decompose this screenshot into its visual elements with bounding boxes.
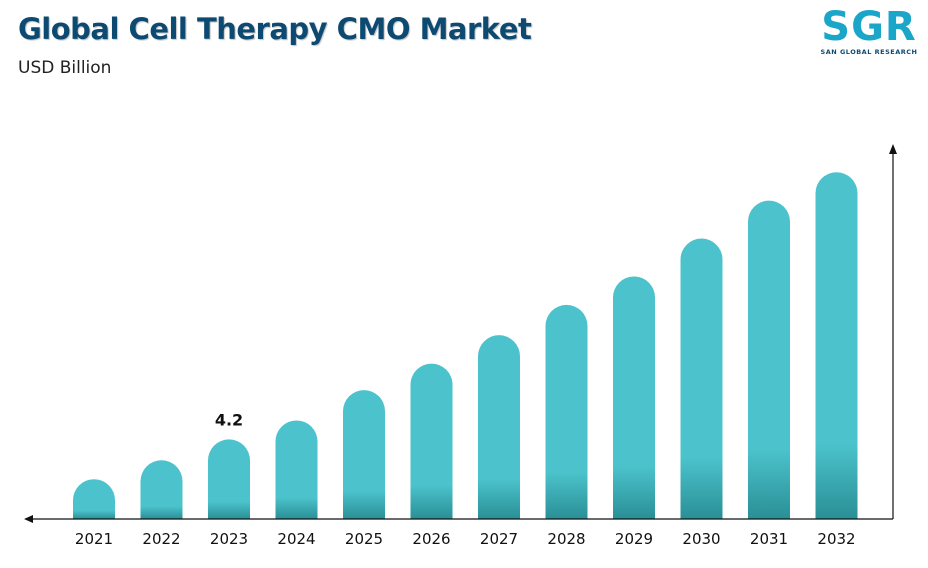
- bar-2030: [680, 238, 723, 519]
- x-axis-arrow: [24, 515, 33, 523]
- bar-2024: [275, 420, 318, 519]
- chart-title: Global Cell Therapy CMO Market: [18, 12, 532, 46]
- x-tick-label: 2032: [817, 530, 855, 548]
- x-tick-label: 2022: [142, 530, 180, 548]
- bar-2023: [208, 439, 250, 519]
- x-tick-label: 2025: [345, 530, 383, 548]
- bar-2022: [140, 460, 183, 519]
- bars-layer: [73, 172, 858, 519]
- bar-2029: [613, 276, 655, 519]
- bar-2031: [748, 200, 790, 519]
- bar-2032: [815, 172, 858, 519]
- bar-2026: [410, 363, 453, 519]
- labels-layer: 2021 2022 2023 4.2 2024 2025 2026 2027 2028 2029 2…: [75, 410, 856, 548]
- x-tick-label: 2021: [75, 530, 113, 548]
- logo-mark: SGR: [821, 4, 917, 50]
- logo-text: SAN GLOBAL RESEARCH: [820, 48, 918, 56]
- x-tick-label: 2030: [682, 530, 720, 548]
- x-tick-label: 2027: [480, 530, 518, 548]
- bar-2027: [478, 335, 520, 519]
- bar-2028: [545, 304, 588, 519]
- bar-2021: [73, 479, 115, 519]
- y-axis-arrow: [889, 144, 897, 154]
- x-tick-label: 2023: [210, 530, 248, 548]
- sgr-logo: SGR SAN GLOBAL RESEARCH: [818, 4, 920, 60]
- bar-2025: [343, 390, 385, 519]
- x-tick-label: 2028: [547, 530, 585, 548]
- x-tick-label: 2031: [750, 530, 788, 548]
- chart-subtitle: USD Billion: [18, 58, 112, 78]
- x-tick-label: 2029: [615, 530, 653, 548]
- x-tick-label: 2026: [412, 530, 450, 548]
- data-label-2023: 4.2: [215, 410, 243, 429]
- x-tick-label: 2024: [277, 530, 315, 548]
